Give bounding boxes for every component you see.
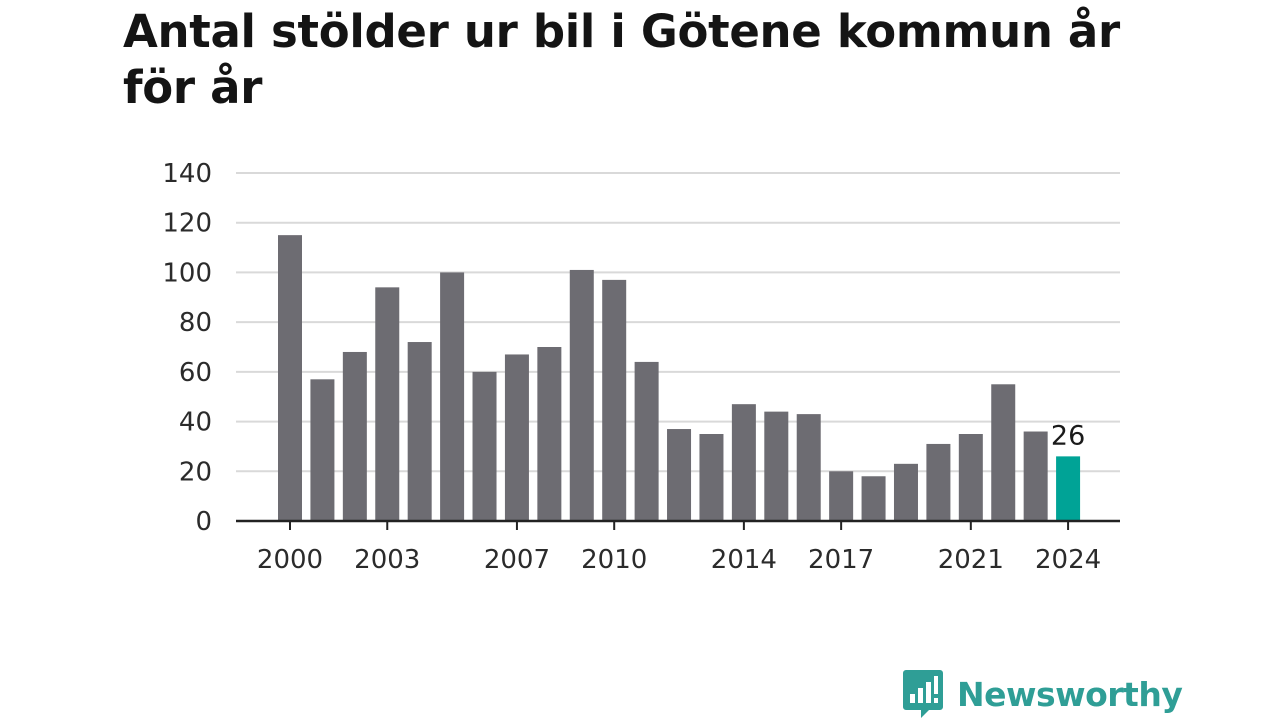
x-tick-label: 2024 xyxy=(1035,545,1101,575)
bar-2003 xyxy=(375,287,400,521)
bar-2009 xyxy=(569,269,594,521)
x-tick-label: 2017 xyxy=(808,545,874,575)
gridlines xyxy=(236,172,1120,473)
bar-2004 xyxy=(407,342,432,521)
data-labels: 26 xyxy=(1051,420,1085,451)
bar-2013 xyxy=(699,434,724,521)
bar-2012 xyxy=(667,429,692,521)
bar-2014 xyxy=(731,404,756,521)
chart-title: Antal stölder ur bil i Götene kommun år … xyxy=(123,5,1120,114)
x-tick-label: 2014 xyxy=(711,545,777,575)
bar-2007 xyxy=(504,354,529,521)
x-tick-label: 2000 xyxy=(257,545,323,575)
bar-2002 xyxy=(342,351,367,521)
bar-2010 xyxy=(602,279,627,521)
bar-2011 xyxy=(634,361,659,521)
y-tick-label: 140 xyxy=(162,159,212,189)
bar-2005 xyxy=(440,272,465,521)
bar-2006 xyxy=(472,371,497,521)
x-tick-label: 2010 xyxy=(581,545,647,575)
y-tick-label: 20 xyxy=(179,457,212,487)
x-tick-label: 2007 xyxy=(484,545,550,575)
bar-2023 xyxy=(1023,431,1048,521)
y-tick-label: 100 xyxy=(162,258,212,288)
bar-2016 xyxy=(796,414,821,521)
bar-2018 xyxy=(861,476,886,521)
newsworthy-logo: Newsworthy xyxy=(903,670,1183,718)
y-axis-tick-labels: 0 20 40 60 80 100 120 140 xyxy=(162,159,212,537)
x-tick-label: 2021 xyxy=(938,545,1004,575)
data-label-2024: 26 xyxy=(1051,420,1085,451)
bars xyxy=(278,235,1081,521)
bar-2008 xyxy=(537,347,562,521)
y-tick-label: 40 xyxy=(179,408,212,438)
y-tick-label: 80 xyxy=(179,308,212,338)
newsworthy-logo-icon xyxy=(903,670,943,718)
y-tick-label: 60 xyxy=(179,358,212,388)
y-tick-label: 0 xyxy=(195,507,212,537)
x-axis xyxy=(236,519,1120,530)
x-axis-tick-labels: 2000 2003 2007 2010 2014 2017 2021 2024 xyxy=(257,545,1101,575)
bar-2021 xyxy=(958,434,983,521)
bar-2000 xyxy=(278,235,302,521)
brand-name: Newsworthy xyxy=(957,674,1183,714)
bar-2024 xyxy=(1056,456,1081,521)
x-tick-label: 2003 xyxy=(354,545,420,575)
bar-2019 xyxy=(893,463,918,521)
bar-2001 xyxy=(310,379,335,521)
bar-2017 xyxy=(829,471,854,521)
y-tick-label: 120 xyxy=(162,209,212,239)
bar-2020 xyxy=(926,443,951,521)
bar-2015 xyxy=(764,411,789,521)
bar-2022 xyxy=(991,384,1016,521)
